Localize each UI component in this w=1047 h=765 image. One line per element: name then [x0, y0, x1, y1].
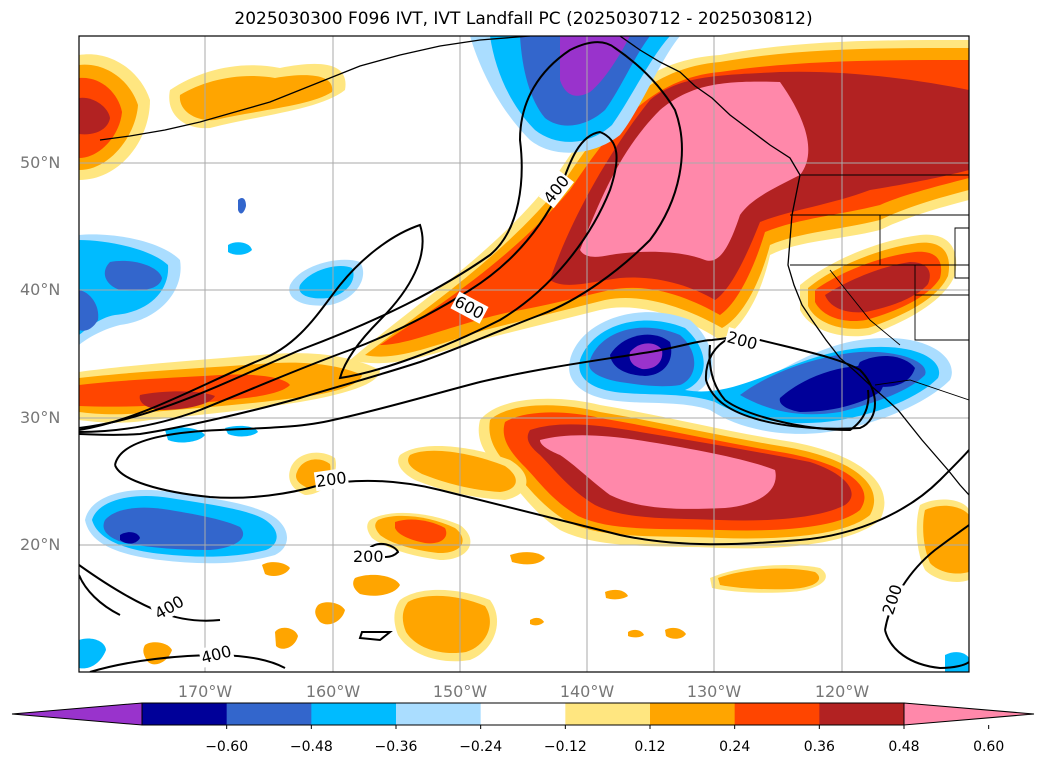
map-title: 2025030300 F096 IVT, IVT Landfall PC (20…: [234, 9, 813, 29]
colorbar-outline: [141, 702, 905, 726]
colorbar-tick-label: −0.60: [205, 739, 249, 755]
coastlines: [99, 36, 969, 496]
longitude-label: 150°W: [432, 682, 488, 701]
anomaly-river-northeast: [350, 40, 969, 364]
colorbar-tick-label: −0.36: [374, 739, 418, 755]
colorbar-tick-label: 0.36: [803, 739, 835, 755]
anomaly-band-west: [79, 353, 380, 423]
longitude-label: 160°W: [305, 682, 361, 701]
colorbar-segment: [734, 703, 820, 725]
colorbar-segment: [396, 703, 482, 725]
colorbar-segment: [226, 703, 312, 725]
map-area: [79, 36, 969, 672]
longitude-label: 130°W: [686, 682, 742, 701]
colorbar-segment: [565, 703, 651, 725]
anomaly-blob-northwest: [79, 54, 150, 180]
colorbar-extend-low: [11, 702, 143, 726]
colorbar-tick-label: 0.12: [634, 739, 666, 755]
longitude-label: 120°W: [814, 682, 870, 701]
colorbar-segment: [311, 703, 397, 725]
colorbar-segment: [819, 703, 905, 725]
colorbar-segment: [480, 703, 566, 725]
colorbar-extend-high: [903, 702, 1035, 726]
latitude-label: 50°N: [20, 153, 61, 172]
map-gridlines: [79, 36, 969, 672]
latitude-label: 20°N: [20, 535, 61, 554]
colorbar-segment: [142, 703, 228, 725]
colorbar-tick-label: 0.24: [719, 739, 751, 755]
anomaly-blob-east-red: [800, 234, 957, 337]
ivt-contours: [79, 41, 969, 672]
longitude-label: 140°W: [559, 682, 615, 701]
colorbar: [11, 702, 1035, 729]
colorbar-tick-label: 0.60: [973, 739, 1005, 755]
colorbar-segment: [650, 703, 736, 725]
latitude-label: 40°N: [20, 280, 61, 299]
anomaly-small-patches: [79, 198, 969, 672]
anomaly-blob-north-blue: [470, 36, 680, 153]
longitude-label: 170°W: [177, 682, 233, 701]
latitude-label: 30°N: [20, 408, 61, 427]
anomaly-river-south: [478, 398, 885, 549]
colorbar-tick-label: −0.12: [543, 739, 587, 755]
anomaly-blob-central-blue: [569, 312, 952, 434]
colorbar-tick-label: 0.48: [888, 739, 920, 755]
contour-label: 200: [352, 547, 385, 566]
anomaly-strip-north: [169, 63, 346, 129]
political-borders: [790, 174, 969, 401]
colorbar-tick-label: −0.48: [289, 739, 333, 755]
colorbar-tick-label: −0.24: [459, 739, 503, 755]
map-frame: [78, 35, 970, 673]
